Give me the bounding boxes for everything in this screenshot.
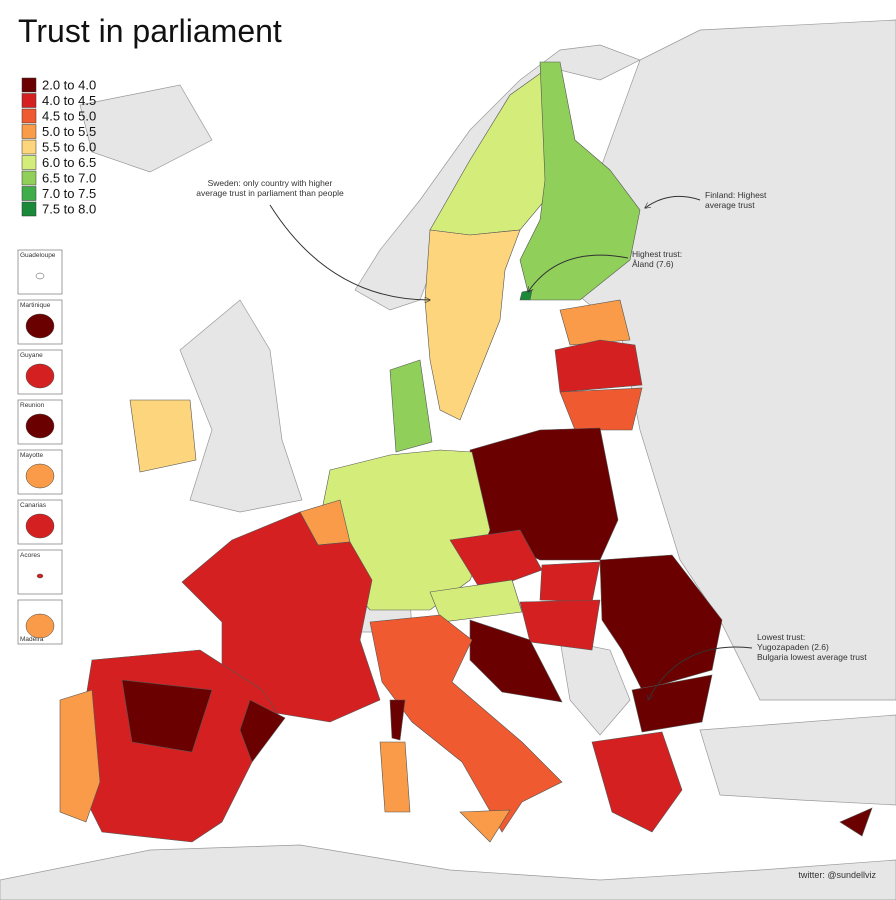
annotation-line: Sweden: only country with higher xyxy=(208,178,333,188)
legend-swatch xyxy=(21,155,37,170)
legend-label: 4.5 to 5.0 xyxy=(42,108,96,123)
annotation-arrow xyxy=(528,254,629,292)
annotation-arrow xyxy=(269,204,430,300)
inset-label: Guadeloupe xyxy=(20,252,56,259)
annotation-line: Åland (7.6) xyxy=(632,259,674,269)
inset-label: Mayotte xyxy=(20,452,44,459)
legend-label: 6.0 to 6.5 xyxy=(42,155,96,170)
annotation-line: Lowest trust: xyxy=(757,632,805,642)
annotation-line: Bulgaria lowest average trust xyxy=(757,652,867,662)
legend-swatch xyxy=(21,186,37,201)
inset-frame xyxy=(17,249,63,295)
legend-swatch xyxy=(21,139,37,155)
legend-label: 5.0 to 5.5 xyxy=(42,124,96,139)
insets: Guadeloupe Martinique Guyane Reunion Mayotte… xyxy=(17,249,63,645)
legend-swatch xyxy=(21,93,37,108)
legend: 2.0 to 4.04.0 to 4.54.5 to 5.05.0 to 5.5… xyxy=(21,77,96,217)
map-title: Trust in parliament xyxy=(18,13,282,49)
legend-label: 6.5 to 7.0 xyxy=(42,170,96,185)
inset-region xyxy=(36,573,44,579)
inset-label: Madeira xyxy=(20,636,44,643)
inset-region xyxy=(25,463,55,489)
legend-label: 2.0 to 4.0 xyxy=(42,77,96,92)
inset-label: Guyane xyxy=(20,352,43,359)
inset-frame xyxy=(17,549,63,595)
legend-swatch xyxy=(21,77,37,93)
legend-label: 7.0 to 7.5 xyxy=(42,186,96,201)
inset-label: Canarias xyxy=(20,502,47,509)
legend-swatch xyxy=(21,201,37,217)
regions xyxy=(59,61,873,843)
inset-label: Martinique xyxy=(20,302,51,309)
legend-swatch xyxy=(21,108,37,124)
inset-label: Reunion xyxy=(20,402,45,409)
annotation-line: average trust in parliament than people xyxy=(196,188,344,198)
legend-label: 5.5 to 6.0 xyxy=(42,139,96,154)
inset-region xyxy=(35,272,45,280)
legend-label: 4.0 to 4.5 xyxy=(42,93,96,108)
legend-swatch xyxy=(21,170,37,186)
inset-label: Acores xyxy=(20,552,41,559)
annotation-line: Yugozapaden (2.6) xyxy=(757,642,829,652)
inset-region xyxy=(25,513,55,539)
legend-swatch xyxy=(21,124,37,139)
annotation-line: Finland: Highest xyxy=(705,190,767,200)
annotation-line: Highest trust: xyxy=(632,249,682,259)
inset-region xyxy=(25,413,55,439)
annotation-line: average trust xyxy=(705,200,755,210)
legend-label: 7.5 to 8.0 xyxy=(42,201,96,216)
inset-region xyxy=(25,613,55,639)
annotation-arrow xyxy=(648,646,753,700)
inset-region xyxy=(25,313,55,339)
inset-region xyxy=(25,363,55,389)
annotation-arrow xyxy=(645,195,701,208)
annotations: Sweden: only country with higher average… xyxy=(196,178,867,700)
credit: twitter: @sundellviz xyxy=(798,870,876,880)
